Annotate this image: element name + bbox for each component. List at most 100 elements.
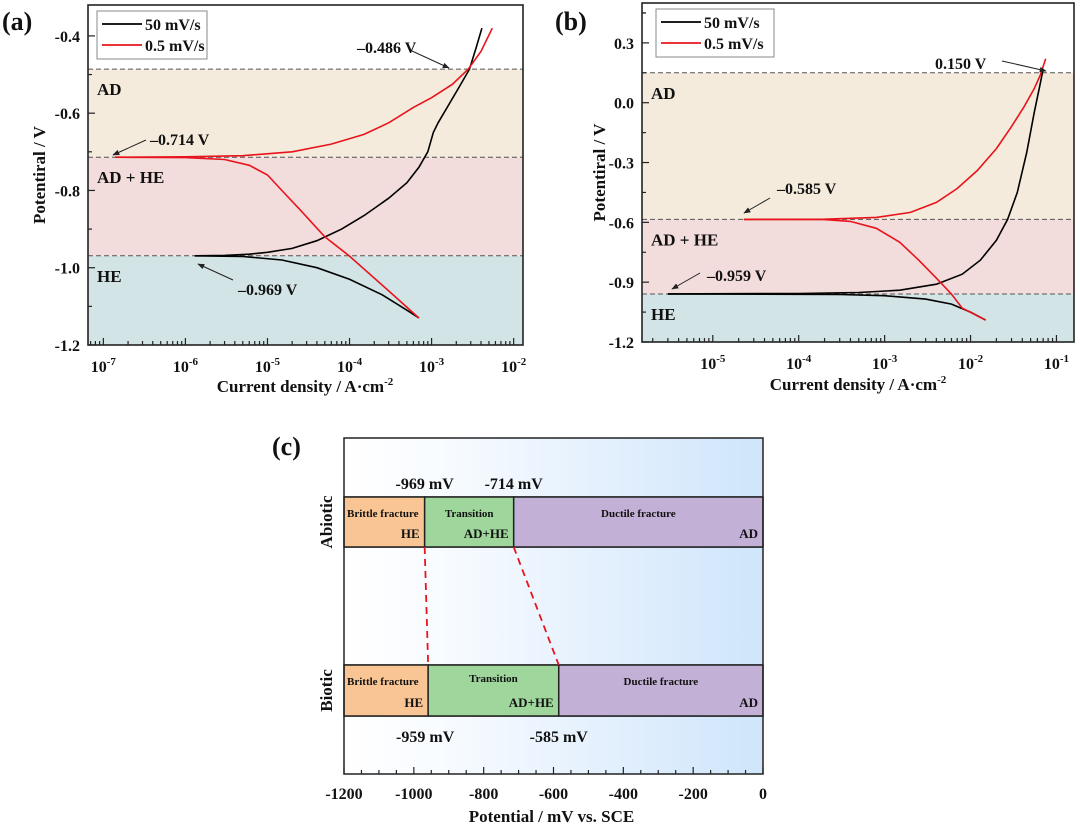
background-gradient bbox=[344, 438, 763, 774]
segment-mode: HE bbox=[401, 526, 420, 541]
boundary-label: -714 mV bbox=[485, 476, 544, 493]
x-tick-label: 10-5 bbox=[700, 353, 726, 373]
legend-box bbox=[655, 8, 775, 58]
segment-mode: AD+HE bbox=[509, 695, 554, 710]
region-label: HE bbox=[97, 267, 122, 286]
series-line bbox=[194, 27, 483, 257]
region-label: AD + HE bbox=[97, 168, 164, 187]
boundary-label: -959 mV bbox=[396, 729, 455, 746]
row-label-biotic: Biotic bbox=[317, 669, 336, 712]
annotation-arrow bbox=[1001, 60, 1047, 73]
x-axis-label: Potential / mV vs. SCE bbox=[469, 807, 634, 826]
segment-mode: AD bbox=[739, 526, 758, 541]
y-axis-label: Potentiral / V bbox=[30, 125, 49, 224]
y-tick-label: -0.3 bbox=[609, 156, 634, 173]
legend-label: 50 mV/s bbox=[704, 15, 760, 32]
boundary-label: -585 mV bbox=[530, 729, 589, 746]
series-line bbox=[115, 156, 420, 319]
legend-label: 50 mV/s bbox=[145, 17, 201, 34]
connector-dashed-line bbox=[512, 546, 560, 666]
segment-ad bbox=[557, 664, 764, 717]
annotation-label: –0.969 V bbox=[237, 282, 298, 299]
legend-box bbox=[96, 10, 208, 60]
x-tick-label: 10-2 bbox=[501, 356, 527, 376]
series-line bbox=[194, 255, 420, 319]
panel-a: AD AD + HE HE 10-7 10-6 10-5 10-4 10-3 10-2 -0.4 -… bbox=[2, 4, 527, 396]
legend-label: 0.5 mV/s bbox=[704, 36, 764, 53]
panel-c: Brittle fracture HE Transition AD+HE Ductile… bbox=[272, 432, 767, 826]
segment-title: Brittle fracture bbox=[347, 508, 419, 520]
y-tick-label: -0.6 bbox=[55, 106, 80, 123]
x-tick-label: 10-2 bbox=[958, 353, 984, 373]
legend-label: 0.5 mV/s bbox=[145, 38, 205, 55]
connector-dashed-line bbox=[423, 546, 430, 666]
y-tick-label: -0.4 bbox=[55, 29, 80, 46]
boundary-label: -969 mV bbox=[396, 476, 455, 493]
segment-ad-he bbox=[423, 496, 515, 548]
region-label: AD bbox=[651, 84, 676, 103]
annotation-arrow bbox=[671, 272, 701, 290]
region-label: HE bbox=[651, 305, 676, 324]
segment-title: Transition bbox=[445, 508, 494, 520]
region-band-ad bbox=[642, 72, 1074, 220]
x-tick-label: 10-3 bbox=[419, 356, 445, 376]
annotation-arrow bbox=[112, 139, 147, 156]
x-axis-label: Current density / A·cm-2 bbox=[217, 376, 394, 396]
panel-label: (b) bbox=[555, 7, 587, 36]
panel-b: AD AD + HE HE 10-5 10-4 10-3 10-2 10-1 0.3 0.0 -0.… bbox=[555, 2, 1075, 394]
x-tick-label: 10-4 bbox=[786, 353, 812, 373]
x-tick-label: 10-1 bbox=[1044, 353, 1069, 373]
segment-title: Brittle fracture bbox=[347, 676, 419, 688]
x-tick-label: 10-4 bbox=[337, 356, 363, 376]
row-label-abiotic: Abiotic bbox=[317, 495, 336, 548]
x-tick-label: -1200 bbox=[325, 786, 362, 803]
segment-ad-he bbox=[427, 664, 560, 717]
x-tick-label: -400 bbox=[609, 786, 638, 803]
annotation-label: 0.150 V bbox=[935, 56, 987, 73]
region-label: AD + HE bbox=[651, 230, 718, 249]
series-line bbox=[667, 68, 1044, 295]
x-tick-label: -1000 bbox=[395, 786, 432, 803]
series-line bbox=[743, 58, 1047, 221]
segment-mode: AD+HE bbox=[464, 526, 509, 541]
panel-label: (a) bbox=[2, 7, 32, 36]
panel-label: (c) bbox=[272, 432, 301, 461]
annotation-label: –0.714 V bbox=[149, 132, 210, 149]
x-tick-label: 10-5 bbox=[255, 356, 281, 376]
segment-he bbox=[343, 496, 426, 548]
plot-frame bbox=[641, 2, 1075, 343]
annotation-arrow bbox=[411, 50, 450, 69]
y-tick-label: -0.6 bbox=[609, 215, 634, 232]
annotation-arrow bbox=[197, 263, 234, 281]
segment-title: Transition bbox=[469, 673, 518, 685]
x-tick-label: 10-3 bbox=[872, 353, 898, 373]
region-band-he bbox=[642, 293, 1074, 342]
y-axis-label: Potentiral / V bbox=[590, 123, 609, 222]
x-tick-label: 0 bbox=[759, 786, 767, 803]
y-tick-label: -1.0 bbox=[55, 261, 80, 278]
annotation-label: –0.486 V bbox=[356, 40, 417, 57]
y-tick-label: -0.8 bbox=[55, 183, 80, 200]
plot-frame bbox=[87, 4, 524, 346]
annotation-label: –0.959 V bbox=[706, 268, 767, 285]
segment-mode: AD bbox=[739, 695, 758, 710]
segment-mode: HE bbox=[404, 695, 423, 710]
region-band-ad bbox=[88, 69, 523, 158]
x-tick-label: 10-7 bbox=[91, 356, 117, 376]
x-tick-label: -200 bbox=[679, 786, 708, 803]
annotation-arrow bbox=[743, 197, 771, 214]
segment-ad bbox=[512, 496, 764, 548]
y-tick-label: -0.9 bbox=[609, 275, 634, 292]
region-label: AD bbox=[97, 80, 122, 99]
segment-title: Ductile fracture bbox=[601, 508, 676, 520]
y-tick-label: 0.0 bbox=[614, 96, 634, 113]
segment-title: Ductile fracture bbox=[624, 676, 699, 688]
region-band-adhe bbox=[88, 157, 523, 256]
annotation-label: –0.585 V bbox=[776, 181, 837, 198]
x-tick-label: -600 bbox=[539, 786, 568, 803]
series-line bbox=[115, 27, 494, 158]
y-tick-label: -1.2 bbox=[55, 338, 80, 355]
y-tick-label: -1.2 bbox=[609, 335, 634, 352]
region-band-he bbox=[88, 255, 523, 345]
region-band-adhe bbox=[642, 219, 1074, 294]
